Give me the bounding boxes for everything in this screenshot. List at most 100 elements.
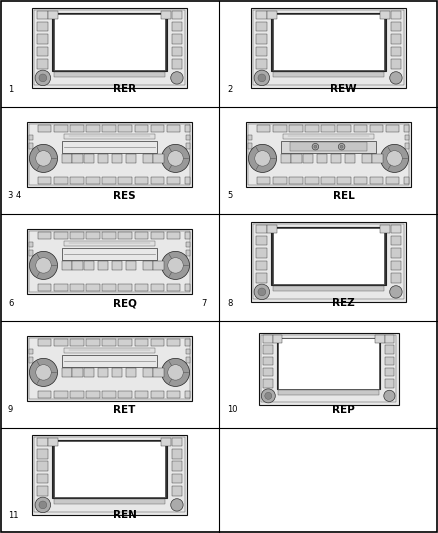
- Bar: [184, 391, 191, 398]
- Bar: [86, 338, 100, 346]
- Circle shape: [390, 72, 402, 84]
- Bar: [38, 284, 51, 292]
- Text: 6: 6: [8, 298, 14, 308]
- Bar: [162, 11, 172, 19]
- Bar: [118, 391, 132, 398]
- Bar: [256, 248, 266, 258]
- Bar: [70, 232, 84, 239]
- Bar: [102, 338, 116, 346]
- Bar: [375, 335, 385, 343]
- Bar: [391, 47, 401, 56]
- Bar: [62, 368, 72, 377]
- Bar: [54, 338, 67, 346]
- Bar: [172, 486, 182, 496]
- Bar: [391, 273, 401, 282]
- Bar: [321, 177, 335, 184]
- Text: 7: 7: [201, 298, 207, 308]
- Bar: [386, 125, 399, 132]
- Bar: [385, 335, 394, 343]
- Circle shape: [162, 144, 190, 172]
- Bar: [256, 261, 266, 270]
- Bar: [28, 349, 33, 354]
- Text: REL: REL: [332, 191, 354, 201]
- Circle shape: [338, 143, 345, 150]
- Bar: [261, 335, 396, 402]
- Bar: [317, 154, 328, 163]
- Bar: [63, 355, 156, 367]
- Bar: [118, 177, 132, 184]
- Bar: [153, 154, 164, 163]
- Bar: [283, 134, 374, 139]
- Bar: [184, 284, 191, 292]
- Bar: [186, 135, 191, 140]
- Circle shape: [39, 501, 47, 509]
- Bar: [112, 368, 122, 377]
- Bar: [381, 11, 391, 19]
- Bar: [385, 357, 394, 365]
- Bar: [273, 228, 384, 284]
- Text: REQ: REQ: [113, 298, 137, 308]
- Bar: [134, 391, 148, 398]
- Bar: [64, 134, 155, 139]
- Bar: [102, 284, 116, 292]
- Bar: [62, 261, 72, 270]
- Bar: [151, 338, 164, 346]
- Bar: [142, 261, 153, 270]
- Bar: [118, 338, 132, 346]
- Bar: [257, 177, 270, 184]
- Bar: [263, 335, 272, 343]
- Bar: [370, 177, 383, 184]
- Bar: [172, 11, 182, 19]
- Text: 10: 10: [227, 406, 237, 415]
- Circle shape: [255, 151, 270, 166]
- Bar: [151, 177, 164, 184]
- Bar: [172, 59, 182, 69]
- Bar: [167, 338, 180, 346]
- Bar: [337, 177, 351, 184]
- Bar: [184, 177, 191, 184]
- Bar: [167, 284, 180, 292]
- Text: 11: 11: [8, 511, 18, 520]
- Bar: [305, 125, 319, 132]
- Bar: [184, 338, 191, 346]
- Bar: [126, 154, 136, 163]
- Bar: [38, 338, 51, 346]
- Bar: [353, 125, 367, 132]
- Bar: [277, 337, 380, 390]
- Bar: [27, 122, 192, 187]
- Circle shape: [39, 74, 47, 82]
- Bar: [337, 125, 351, 132]
- Bar: [273, 14, 384, 70]
- Bar: [153, 368, 164, 377]
- Circle shape: [261, 389, 276, 403]
- Bar: [54, 232, 67, 239]
- Circle shape: [36, 365, 51, 380]
- Bar: [256, 47, 266, 56]
- Bar: [38, 232, 51, 239]
- Bar: [391, 11, 401, 19]
- Bar: [278, 390, 379, 395]
- Bar: [98, 154, 109, 163]
- Bar: [52, 13, 167, 71]
- Bar: [372, 154, 383, 163]
- Bar: [186, 242, 191, 247]
- Bar: [37, 22, 47, 31]
- Bar: [38, 391, 51, 398]
- Bar: [405, 143, 410, 149]
- Text: 1: 1: [8, 85, 13, 93]
- Bar: [253, 224, 404, 299]
- Bar: [247, 143, 252, 149]
- Circle shape: [265, 392, 272, 399]
- Bar: [151, 125, 164, 132]
- Circle shape: [258, 74, 266, 82]
- Circle shape: [168, 365, 183, 380]
- Bar: [172, 22, 182, 31]
- Circle shape: [36, 257, 51, 273]
- Text: REZ: REZ: [332, 298, 355, 308]
- Bar: [256, 273, 266, 282]
- Bar: [257, 125, 270, 132]
- Bar: [54, 14, 165, 70]
- Bar: [370, 125, 383, 132]
- Bar: [381, 225, 391, 233]
- Bar: [403, 125, 410, 132]
